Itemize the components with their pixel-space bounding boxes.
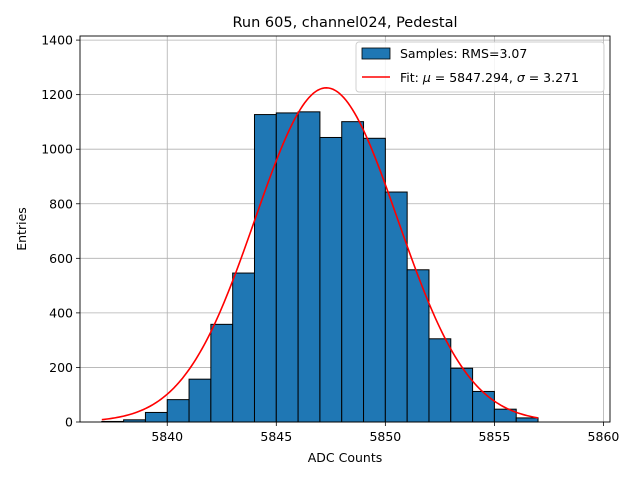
histogram-bar xyxy=(210,323,234,423)
y-tick-label: 1000 xyxy=(41,142,73,157)
x-tick-label: 5850 xyxy=(369,429,401,444)
histogram-bar xyxy=(188,378,212,423)
x-tick-label: 5840 xyxy=(151,429,183,444)
legend-fit-mu-symbol: μ xyxy=(422,70,431,85)
legend-fit-mu-value: = 5847.294, xyxy=(431,70,517,85)
x-ticks: 5840 5845 5850 5855 5860 xyxy=(151,422,619,444)
chart-title: Run 605, channel024, Pedestal xyxy=(232,15,457,31)
y-axis-label: Entries xyxy=(14,207,29,251)
legend-label-samples: Samples: RMS=3.07 xyxy=(400,46,527,61)
fit-curve xyxy=(101,87,539,421)
histogram-bar xyxy=(166,399,190,423)
plot-frame xyxy=(79,35,611,423)
legend-fit-sigma-symbol: σ xyxy=(517,70,526,85)
legend-box xyxy=(355,41,605,93)
legend: Samples: RMS=3.07 Fit: μ = 5847.294, σ =… xyxy=(355,41,605,93)
histogram-bar xyxy=(341,121,365,423)
histogram-bar xyxy=(144,411,168,423)
legend-fit-prefix: Fit: xyxy=(400,70,423,85)
y-tick-label: 200 xyxy=(49,360,73,375)
histogram-bar xyxy=(363,137,386,423)
histogram-bar xyxy=(472,390,495,423)
legend-label-fit: Fit: μ = 5847.294, σ = 3.271 xyxy=(400,70,579,85)
histogram-bar xyxy=(428,338,452,423)
histogram-bar xyxy=(406,269,430,423)
histogram-bar xyxy=(384,191,408,423)
y-tick-label: 1200 xyxy=(41,87,73,102)
y-tick-label: 0 xyxy=(65,415,73,430)
y-tick-label: 1400 xyxy=(41,33,73,48)
y-tick-label: 800 xyxy=(49,196,73,211)
histogram-bar xyxy=(319,136,343,423)
x-tick-label: 5845 xyxy=(260,429,292,444)
histogram-bar xyxy=(253,114,277,423)
histogram-bar xyxy=(515,417,539,423)
y-tick-label: 400 xyxy=(49,305,73,320)
x-axis-label: ADC Counts xyxy=(308,450,383,465)
x-tick-label: 5855 xyxy=(478,429,510,444)
histogram-bar xyxy=(232,272,255,423)
legend-fit-sigma-value: = 3.271 xyxy=(525,70,579,85)
x-tick-label: 5860 xyxy=(588,429,620,444)
y-ticks: 0 200 400 600 800 1000 1200 1400 xyxy=(41,33,80,430)
y-tick-label: 600 xyxy=(49,251,73,266)
histogram-bar xyxy=(297,111,321,423)
legend-swatch-samples xyxy=(361,47,391,60)
histogram-bar xyxy=(275,112,299,423)
